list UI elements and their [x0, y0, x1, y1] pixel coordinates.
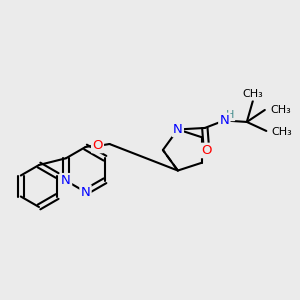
Text: N: N [220, 114, 229, 127]
Text: O: O [201, 144, 211, 157]
Text: N: N [61, 174, 71, 187]
Text: O: O [92, 139, 103, 152]
Text: CH₃: CH₃ [272, 128, 292, 137]
Text: CH₃: CH₃ [270, 105, 291, 115]
Text: CH₃: CH₃ [242, 89, 263, 99]
Text: N: N [173, 123, 183, 136]
Text: H: H [226, 110, 234, 120]
Text: N: N [81, 185, 90, 199]
